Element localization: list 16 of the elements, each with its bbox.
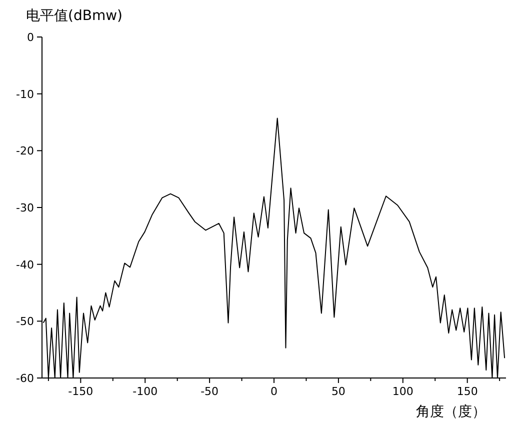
y-tick-label: -50 [16, 315, 34, 328]
y-tick-label: -20 [16, 144, 34, 158]
x-tick-label: 0 [270, 385, 278, 398]
y-tick-label: 0 [27, 31, 34, 44]
y-tick-label: -30 [16, 202, 34, 214]
x-axis-title: 角度（度） [416, 404, 486, 420]
x-tick-label: -150 [68, 385, 94, 398]
y-tick-label: -60 [16, 372, 34, 385]
x-tick-label: -50 [200, 385, 219, 398]
x-tick-label: -100 [132, 385, 158, 398]
y-tick-label: -10 [16, 88, 34, 101]
y-axis-title: 电平值(dBmw) [26, 8, 123, 24]
x-tick-label: 150 [456, 385, 478, 398]
x-tick-label: 50 [331, 385, 346, 398]
x-tick-label: 100 [392, 385, 414, 398]
y-tick-label: -40 [16, 258, 34, 272]
